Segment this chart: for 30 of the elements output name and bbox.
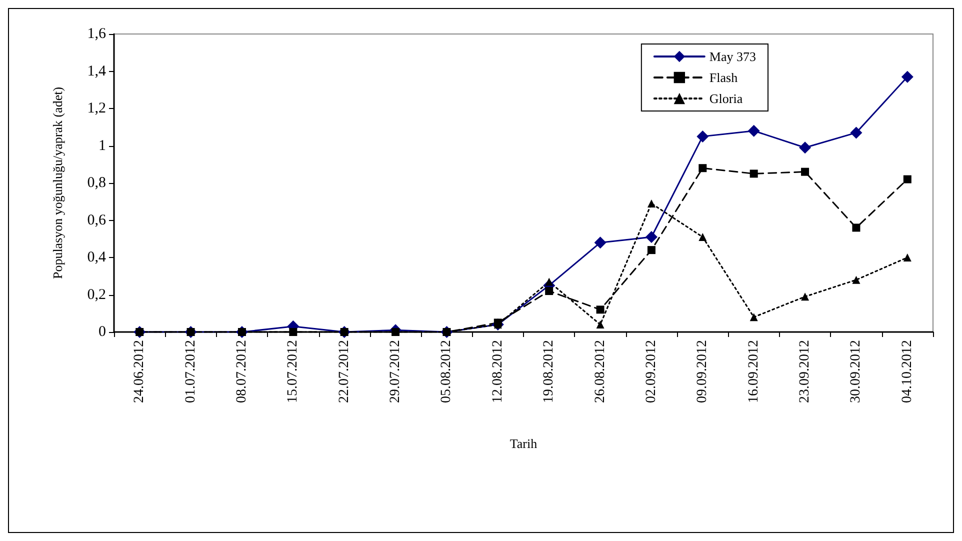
- x-tick-label: 08.07.2012: [234, 340, 250, 403]
- y-tick-label: 0,4: [87, 250, 106, 266]
- x-tick-label: 02.09.2012: [644, 340, 659, 403]
- y-tick-label: 0: [98, 324, 106, 340]
- y-tick-label: 0,2: [87, 286, 106, 303]
- x-tick-label: 19.08.2012: [542, 340, 557, 403]
- y-tick-label: 0,8: [87, 175, 106, 191]
- x-tick-label: 23.09.2012: [798, 340, 813, 403]
- legend-label: Flash: [709, 70, 738, 85]
- y-tick-label: 0,6: [87, 212, 106, 228]
- x-tick-label: 26.08.2012: [592, 340, 608, 403]
- x-tick-label: 05.08.2012: [439, 340, 454, 403]
- x-tick-label: 01.07.2012: [183, 340, 198, 403]
- x-tick-label: 24.06.2012: [132, 340, 148, 403]
- y-tick-label: 1,2: [87, 100, 106, 116]
- legend-label: May 373: [709, 49, 756, 64]
- x-tick-label: 16.09.2012: [746, 340, 762, 403]
- x-tick-label: 15.07.2012: [286, 340, 301, 403]
- x-tick-label: 04.10.2012: [900, 340, 915, 403]
- x-axis-title: Tarih: [510, 436, 538, 451]
- y-tick-label: 1: [98, 138, 106, 154]
- x-tick-label: 09.09.2012: [695, 340, 710, 403]
- x-tick-label: 22.07.2012: [336, 340, 352, 403]
- y-tick-label: 1,4: [87, 63, 106, 80]
- y-tick-label: 1,6: [87, 26, 106, 42]
- x-tick-label: 30.09.2012: [848, 340, 864, 403]
- y-axis-title: Populasyon yoğunluğu/yaprak (adet): [50, 86, 65, 280]
- x-tick-label: 29.07.2012: [388, 340, 404, 403]
- x-tick-label: 12.08.2012: [490, 340, 506, 403]
- legend-label: Gloria: [709, 91, 743, 106]
